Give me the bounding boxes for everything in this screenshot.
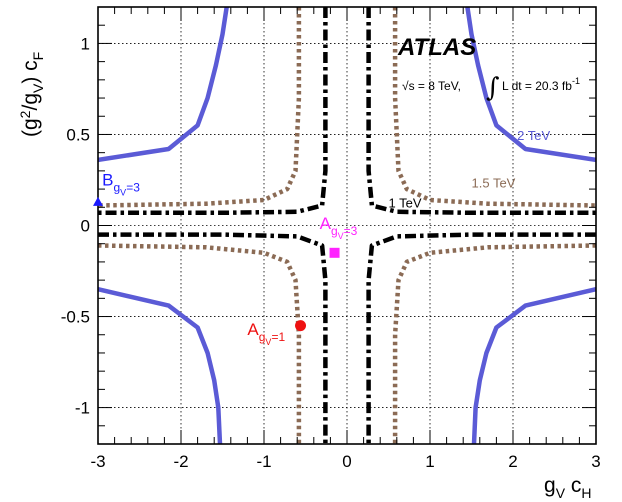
lumi-text: L dt = 20.3 fb-1 [502,76,580,93]
x-tick-label: 0 [342,452,351,471]
x-tick-label: -2 [173,452,188,471]
series-0-segment-2 [98,286,223,444]
series-2-segment-1 [366,7,596,216]
contour-series [98,7,596,444]
series-0-segment-1 [465,7,596,163]
experiment-label: ATLAS [397,34,476,61]
series-0-segment-0 [98,7,229,163]
y-tick-label: -1 [75,399,90,418]
curve-label-0: 2 TeV [517,128,550,143]
benchmark-marker-2 [295,320,307,332]
energy-text: √s = 8 TeV, [402,79,461,93]
y-tick-label: 0 [81,217,90,236]
x-tick-label: 2 [508,452,517,471]
grid-lines [98,7,596,444]
curve-labels: 2 TeV 1.5 TeV 1 TeV [389,128,551,210]
benchmark-markers: BgV=3 AgV=3 AgV=1 [93,170,358,347]
series-0-segment-3 [471,286,596,444]
curve-label-1: 1.5 TeV [472,175,516,190]
axis-ticks: -3 -2 -1 0 1 2 3 -1 -0.5 0 0.5 1 [61,6,601,471]
x-tick-label: 3 [591,452,600,471]
series-1-segment-0 [98,7,302,208]
x-tick-label: -3 [90,452,105,471]
curve-label-2: 1 TeV [389,195,422,210]
series-1-segment-3 [392,243,596,444]
lumi-integral: ∫ [486,73,500,103]
y-axis-label: (g2/gV) cF [17,52,46,137]
x-axis-label: gV cH [544,474,592,501]
series-1-segment-2 [98,243,302,444]
y-tick-label: 0.5 [66,125,90,144]
benchmark-label-1: AgV=3 [320,214,358,241]
series-2-segment-0 [98,7,328,216]
benchmark-marker-1 [329,247,340,258]
y-tick-label: 1 [81,34,90,53]
series-2-segment-2 [98,232,328,444]
benchmark-marker-0 [93,196,103,206]
benchmark-label-2: AgV=1 [247,320,285,347]
series-2-segment-3 [366,232,596,444]
x-tick-label: -1 [256,452,271,471]
benchmark-label-0: BgV=3 [102,170,140,197]
x-tick-label: 1 [425,452,434,471]
y-tick-label: -0.5 [61,308,90,327]
series-1-segment-1 [392,7,596,208]
